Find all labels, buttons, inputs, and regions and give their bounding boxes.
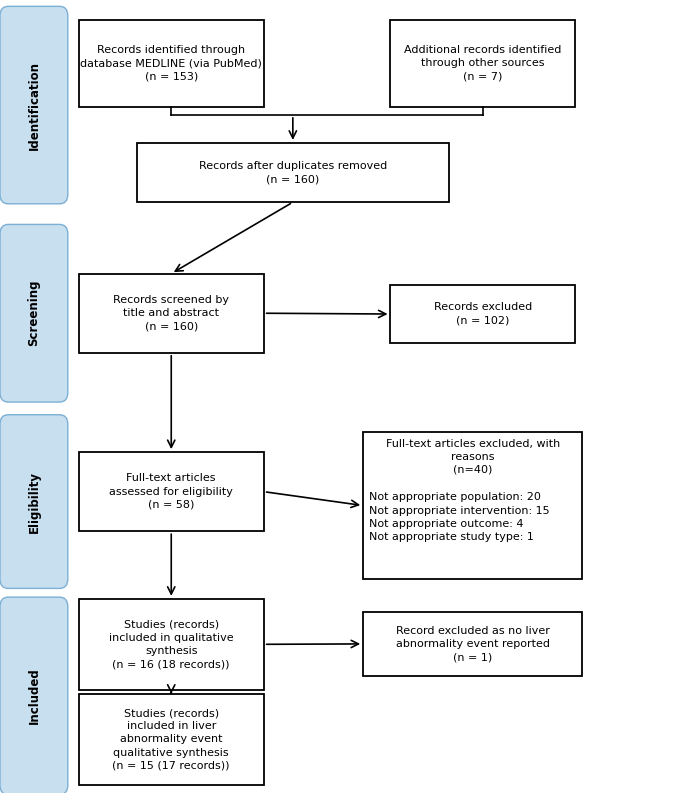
Bar	[390, 285, 575, 343]
Bar	[363, 432, 582, 579]
Text: Additional records identified
through other sources
(n = 7): Additional records identified through ot…	[404, 45, 562, 82]
FancyBboxPatch shape	[0, 224, 68, 402]
Text: Records after duplicates removed
(n = 160): Records after duplicates removed (n = 16…	[199, 161, 387, 184]
Text: Included: Included	[27, 668, 40, 724]
Text: Full-text articles
assessed for eligibility
(n = 58): Full-text articles assessed for eligibil…	[110, 473, 233, 510]
Bar	[363, 612, 582, 676]
Bar	[79, 20, 264, 107]
Text: Eligibility: Eligibility	[27, 470, 40, 533]
Bar	[79, 694, 264, 785]
Text: Records identified through
database MEDLINE (via PubMed)
(n = 153): Records identified through database MEDL…	[80, 45, 262, 82]
Text: Studies (records)
included in liver
abnormality event
qualitative synthesis
(n =: Studies (records) included in liver abno…	[112, 708, 230, 771]
FancyBboxPatch shape	[0, 415, 68, 588]
FancyBboxPatch shape	[0, 6, 68, 204]
Bar	[79, 452, 264, 531]
Bar	[79, 599, 264, 690]
Text: Studies (records)
included in qualitative
synthesis
(n = 16 (18 records)): Studies (records) included in qualitativ…	[109, 619, 234, 669]
Bar	[390, 20, 575, 107]
Bar	[137, 143, 449, 202]
Text: Record excluded as no liver
abnormality event reported
(n = 1): Record excluded as no liver abnormality …	[396, 626, 549, 662]
FancyBboxPatch shape	[0, 597, 68, 793]
Text: Records screened by
title and abstract
(n = 160): Records screened by title and abstract (…	[113, 295, 229, 331]
Text: Full-text articles excluded, with
reasons
(n=40): Full-text articles excluded, with reason…	[386, 439, 560, 475]
Text: Identification: Identification	[27, 60, 40, 150]
Text: Not appropriate population: 20
Not appropriate intervention: 15
Not appropriate : Not appropriate population: 20 Not appro…	[369, 492, 549, 542]
Text: Screening: Screening	[27, 280, 40, 347]
Bar	[79, 274, 264, 353]
Text: Records excluded
(n = 102): Records excluded (n = 102)	[434, 302, 532, 326]
